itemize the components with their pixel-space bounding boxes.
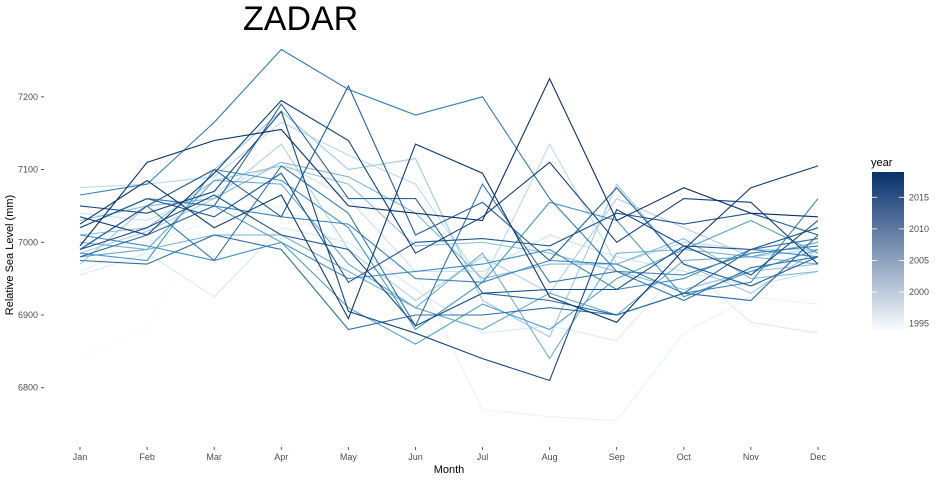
legend-tick-label: 2010	[909, 224, 929, 234]
x-tick-label: Feb	[139, 452, 155, 462]
series-line-1998	[79, 121, 818, 284]
x-tick-label: Nov	[743, 452, 760, 462]
chart-title: ZADAR	[243, 0, 358, 38]
series-line-2008	[79, 198, 819, 294]
series-line-2014	[79, 172, 819, 284]
series-line-2000	[79, 110, 819, 338]
series-line-2016	[79, 110, 819, 382]
x-tick-label: Jul	[477, 452, 489, 462]
legend-tick-label: 2000	[909, 287, 929, 297]
x-tick-label: May	[340, 452, 358, 462]
series-line-2007	[79, 234, 819, 291]
plot-area	[79, 48, 819, 422]
series-line-2018	[79, 143, 819, 323]
x-tick-label: Mar	[206, 452, 222, 462]
legend-title: year	[871, 157, 893, 169]
x-tick-label: Dec	[810, 452, 827, 462]
y-tick-label: 7000	[18, 237, 38, 247]
x-tick-label: Jun	[408, 452, 423, 462]
y-tick-label: 7200	[18, 92, 38, 102]
series-line-2011	[79, 234, 819, 331]
series-line-2015	[79, 194, 819, 327]
x-tick-label: Sep	[609, 452, 625, 462]
series-line-2012	[79, 103, 819, 316]
series-line-2013	[79, 84, 819, 287]
x-tick-label: Aug	[542, 452, 558, 462]
legend-ticks: 1995 2000 2005 2010 2015	[872, 192, 929, 329]
y-tick-label: 6900	[18, 310, 38, 320]
y-axis: 6800 6900 7000 7100 7200	[18, 92, 44, 393]
color-legend: year 1995 2000 2005 2010 2015	[871, 157, 929, 330]
series-line-2019	[79, 77, 819, 247]
legend-tick-label: 1995	[909, 319, 929, 329]
legend-tick-label: 2005	[909, 255, 929, 265]
series-line-2017	[79, 99, 819, 265]
series-line-1999	[79, 143, 819, 302]
x-tick-label: Jan	[73, 452, 88, 462]
x-axis: Jan Feb Mar Apr May Jun Jul Aug Sep Oct Nov Dec	[73, 447, 827, 462]
series-line-2009	[79, 48, 819, 276]
series-line-1995	[79, 205, 819, 422]
legend-color-bar	[872, 172, 904, 330]
series-line-2004	[79, 179, 819, 331]
x-tick-label: Oct	[677, 452, 692, 462]
x-tick-label: Apr	[274, 452, 288, 462]
series-line-2010	[79, 165, 819, 328]
y-tick-label: 7100	[18, 165, 38, 175]
legend-tick-label: 2015	[909, 192, 929, 202]
series-line-2006	[79, 168, 819, 331]
x-axis-title: Month	[434, 464, 465, 476]
y-tick-label: 6800	[18, 383, 38, 393]
y-axis-title: Relative Sea Level (mm)	[4, 195, 16, 315]
